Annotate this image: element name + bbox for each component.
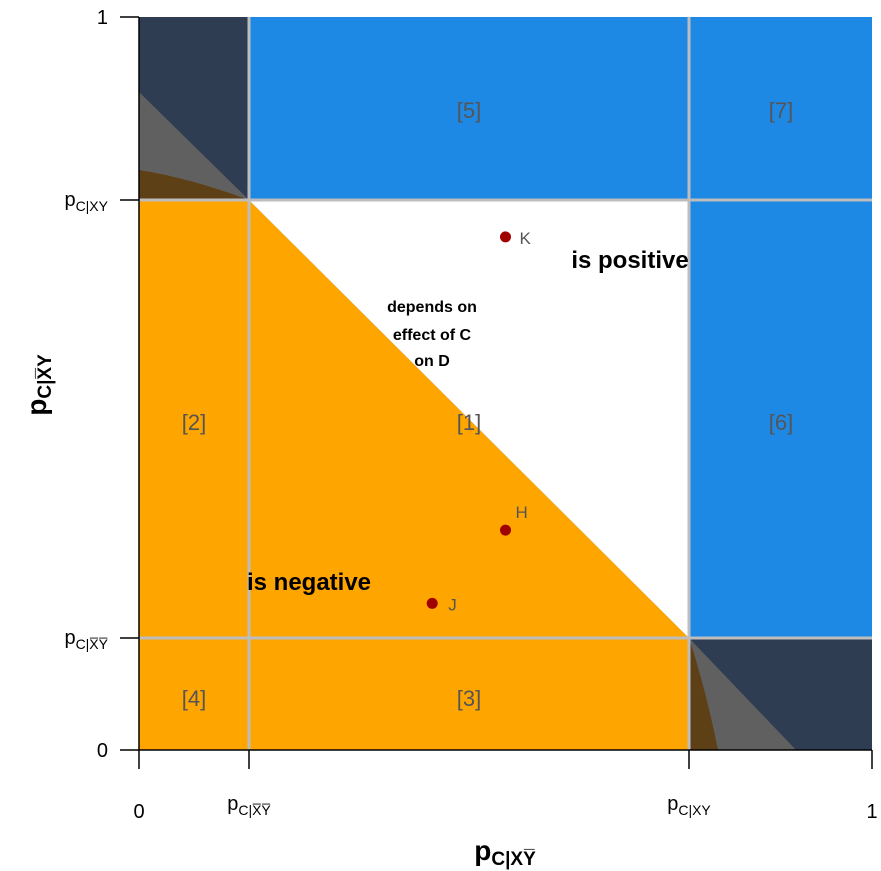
point-label-j: J [448, 595, 457, 614]
point-j [426, 597, 438, 609]
wedge-bottom-right-grey [689, 638, 796, 750]
x-tick-label-pcxbyb-main: p [227, 793, 238, 815]
y-tick-label-pcxy: pC|XY [64, 189, 108, 214]
x-axis-title-main: p [474, 835, 491, 866]
region-label-2: [2] [182, 410, 206, 435]
region-label-4: [4] [182, 686, 206, 711]
region-label-1: [1] [457, 410, 481, 435]
y-axis-title-sub: C|X̅Y [35, 354, 56, 399]
y-tick-label-pcxbyb-main: p [64, 627, 75, 649]
label-is-negative: is negative [247, 569, 371, 596]
regions-layer [139, 17, 872, 750]
label-is-positive: is positive [571, 247, 688, 274]
x-tick-label-pcxbyb-sub: C|X̅Y̅ [238, 802, 271, 818]
x-axis-title: pC|XY̅ [474, 835, 536, 870]
wedge-top-left-brown [139, 170, 249, 200]
x-tick-label-pcxy: pC|XY [667, 793, 711, 818]
x-axis-title-sub: C|XY̅ [491, 849, 536, 870]
x-tick-label-pcxy-main: p [667, 793, 678, 815]
region-label-3: [3] [457, 686, 481, 711]
y-axis-title: pC|X̅Y [21, 354, 56, 416]
depends-label: depends on effect of C on D [387, 299, 477, 370]
wedge-bottom-right-brown [689, 638, 718, 750]
y-tick-label-pcxbyb: pC|X̅Y̅ [64, 627, 108, 652]
point-h [500, 524, 511, 536]
x-tick-label-pcxbyb: pC|X̅Y̅ [227, 793, 271, 818]
wedge-top-left-grey [139, 92, 249, 200]
points-layer: K H J [426, 229, 532, 614]
x-tick-label-pcxy-sub: C|XY [678, 802, 711, 818]
grid-lines [139, 17, 872, 750]
axes [120, 16, 873, 769]
x-tick-label-0: 0 [133, 801, 144, 823]
x-tick-labels: 0 pC|X̅Y̅ pC|XY 1 [133, 793, 877, 823]
x-tick-label-1: 1 [866, 801, 877, 823]
y-tick-label-pcxy-sub: C|XY [76, 198, 109, 214]
positive-region-right [689, 200, 872, 638]
point-k [500, 231, 511, 243]
y-axis-title-main: p [21, 399, 52, 416]
y-tick-label-pcxy-main: p [64, 189, 75, 211]
positive-region-top [249, 17, 872, 200]
region-label-7: [7] [769, 98, 793, 123]
point-label-k: K [520, 229, 532, 248]
depends-line-1: depends on [387, 299, 477, 316]
depends-line-2: effect of C [393, 327, 472, 344]
point-label-h: H [516, 503, 528, 522]
y-tick-labels: 1 pC|XY pC|X̅Y̅ 0 [64, 7, 108, 762]
y-tick-label-1: 1 [97, 7, 108, 29]
depends-region-white [249, 200, 689, 638]
depends-line-3: on D [414, 353, 450, 370]
negative-region-left [139, 200, 249, 750]
region-labels: [5] [7] [2] [1] [6] [4] [3] [182, 98, 793, 711]
y-tick-label-0: 0 [97, 740, 108, 762]
y-tick-label-pcxbyb-sub: C|X̅Y̅ [76, 636, 109, 652]
region-label-5: [5] [457, 98, 481, 123]
region-label-6: [6] [769, 410, 793, 435]
negative-region-bottom [249, 638, 689, 750]
